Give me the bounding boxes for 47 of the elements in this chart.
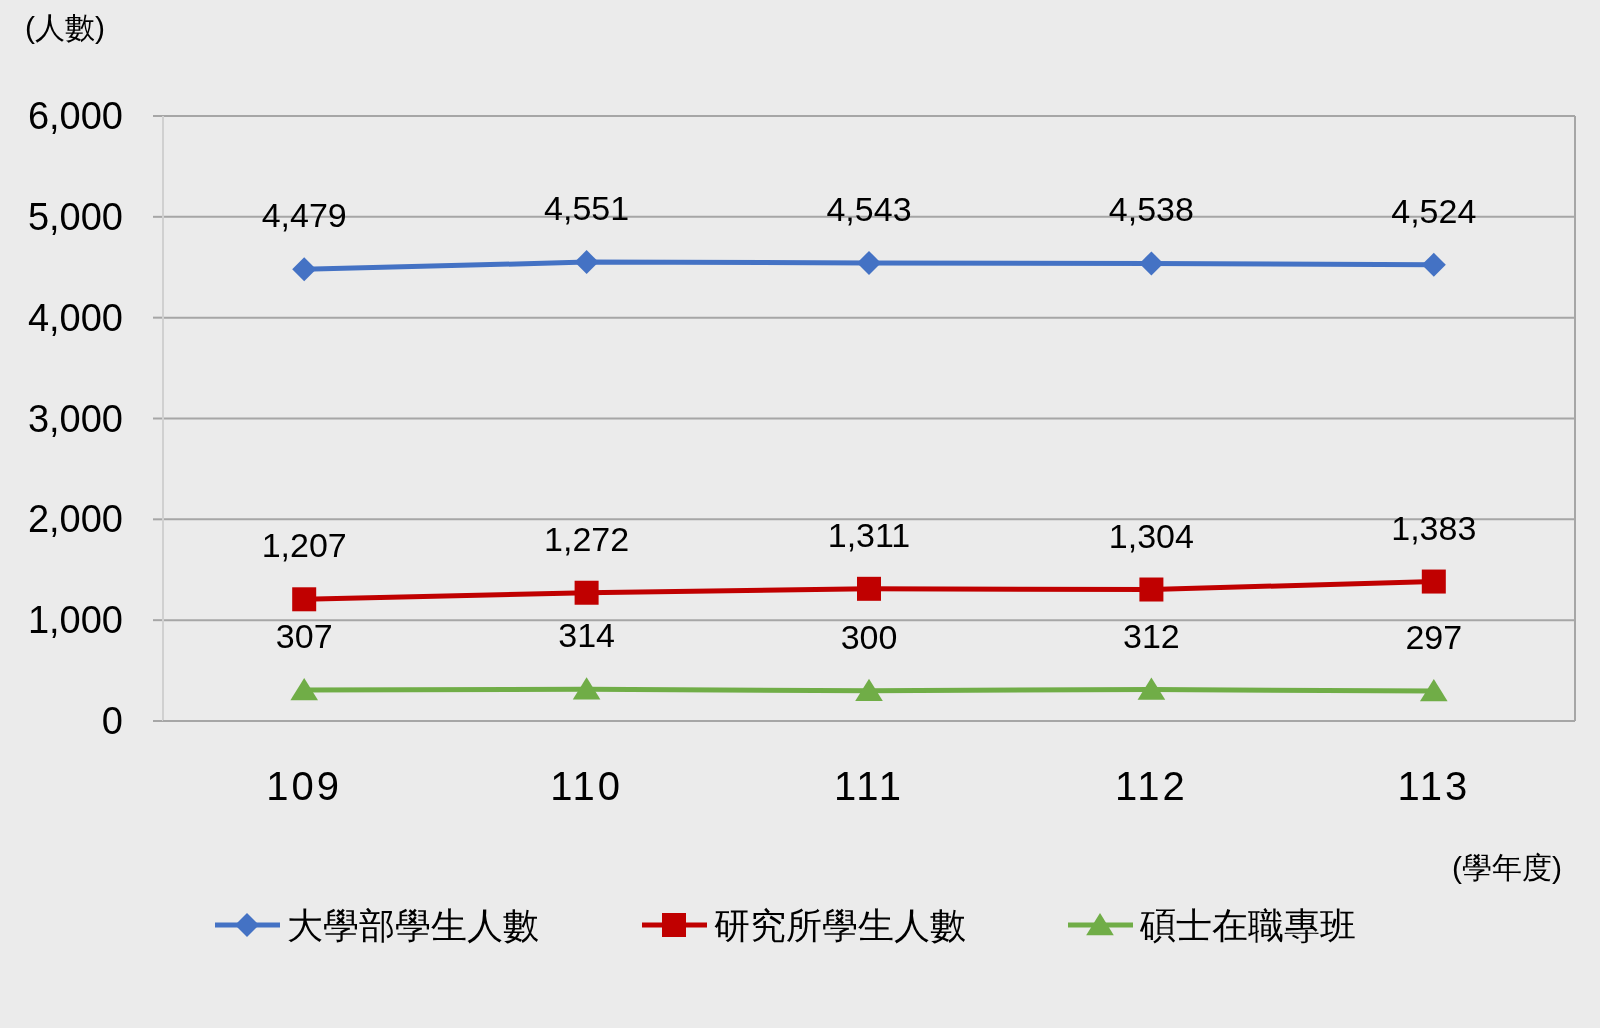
legend-label: 研究所學生人數 xyxy=(714,905,966,946)
y-tick-label: 0 xyxy=(101,700,123,742)
point xyxy=(1139,577,1164,602)
legend-label: 大學部學生人數 xyxy=(287,905,539,946)
data-label: 1,304 xyxy=(1108,516,1194,555)
y-tick-label: 5,000 xyxy=(27,195,123,238)
point xyxy=(1420,679,1448,702)
point xyxy=(574,250,599,275)
point xyxy=(1421,252,1446,277)
point xyxy=(857,250,881,275)
data-label: 297 xyxy=(1405,618,1463,657)
point xyxy=(292,587,317,612)
data-label: 314 xyxy=(558,616,615,655)
data-label: 1,383 xyxy=(1391,508,1477,547)
data-label: 307 xyxy=(275,617,333,656)
y-tick-label: 3,000 xyxy=(27,397,123,440)
x-tick-label: 109 xyxy=(266,764,343,808)
point xyxy=(1421,569,1446,594)
data-label: 312 xyxy=(1123,616,1180,655)
x-tick-label: 110 xyxy=(550,764,623,808)
data-label: 4,538 xyxy=(1108,190,1194,229)
data-label: 4,543 xyxy=(826,189,912,228)
point xyxy=(1139,251,1164,276)
x-tick-label: 112 xyxy=(1115,764,1188,808)
data-label: 4,479 xyxy=(261,196,347,235)
point xyxy=(1137,677,1166,700)
point xyxy=(572,677,601,700)
point xyxy=(292,257,317,282)
data-label: 1,272 xyxy=(544,519,630,558)
y-tick-label: 6,000 xyxy=(27,95,123,137)
x-axis-title: (學年度) xyxy=(1452,851,1562,884)
y-tick-label: 1,000 xyxy=(27,599,123,642)
point xyxy=(290,678,318,701)
data-label: 300 xyxy=(840,617,898,656)
data-label: 4,524 xyxy=(1391,191,1477,230)
y-axis-title: (人數) xyxy=(25,11,105,44)
data-label: 4,551 xyxy=(544,189,630,228)
point xyxy=(855,678,883,701)
legend-label: 碩士在職專班 xyxy=(1139,905,1356,946)
data-label: 1,311 xyxy=(827,515,911,554)
y-tick-label: 2,000 xyxy=(27,498,123,541)
x-tick-label: 111 xyxy=(834,764,904,808)
x-tick-label: 113 xyxy=(1397,764,1471,808)
point xyxy=(574,580,599,605)
data-label: 1,207 xyxy=(261,526,347,565)
y-tick-label: 4,000 xyxy=(27,296,123,339)
point xyxy=(857,576,881,601)
